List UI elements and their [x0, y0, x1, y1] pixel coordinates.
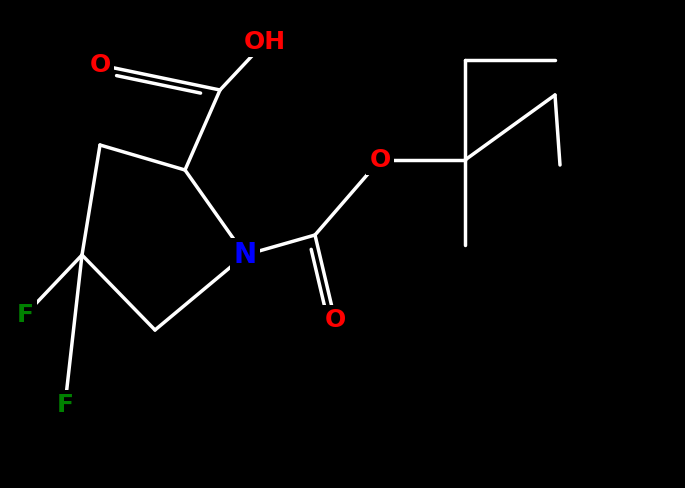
Text: F: F	[16, 303, 34, 327]
Text: F: F	[56, 393, 73, 417]
Text: O: O	[369, 148, 390, 172]
Text: O: O	[89, 53, 110, 77]
Text: O: O	[325, 308, 346, 332]
Text: OH: OH	[244, 30, 286, 54]
Text: N: N	[234, 241, 257, 269]
